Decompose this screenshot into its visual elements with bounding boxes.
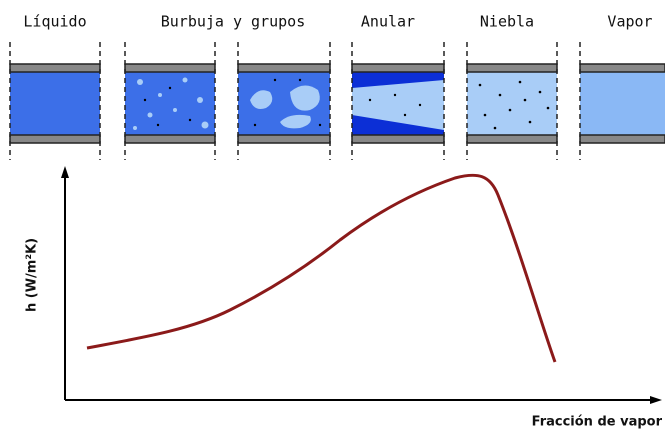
pipe-mist	[467, 64, 557, 143]
pipe-vapor	[580, 64, 665, 143]
diagram: Líquido Burbuja y grupos Anular Niebla V…	[0, 0, 665, 435]
y-axis-label: h (W/m²K)	[25, 238, 40, 312]
regime-label: Líquido	[23, 13, 86, 31]
regime-label: Burbuja y grupos	[161, 13, 306, 31]
regime-label: Anular	[361, 13, 415, 31]
pipe-bubble	[125, 64, 215, 143]
regime-label: Vapor	[607, 13, 652, 31]
heat-transfer-curve	[87, 175, 555, 362]
pipe-annular	[352, 64, 444, 143]
pipe-slug	[238, 64, 330, 143]
pipe-liquid	[10, 64, 100, 143]
x-axis-label: Fracción de vapor	[532, 415, 663, 430]
regime-label: Niebla	[480, 13, 534, 31]
axes	[61, 166, 662, 404]
